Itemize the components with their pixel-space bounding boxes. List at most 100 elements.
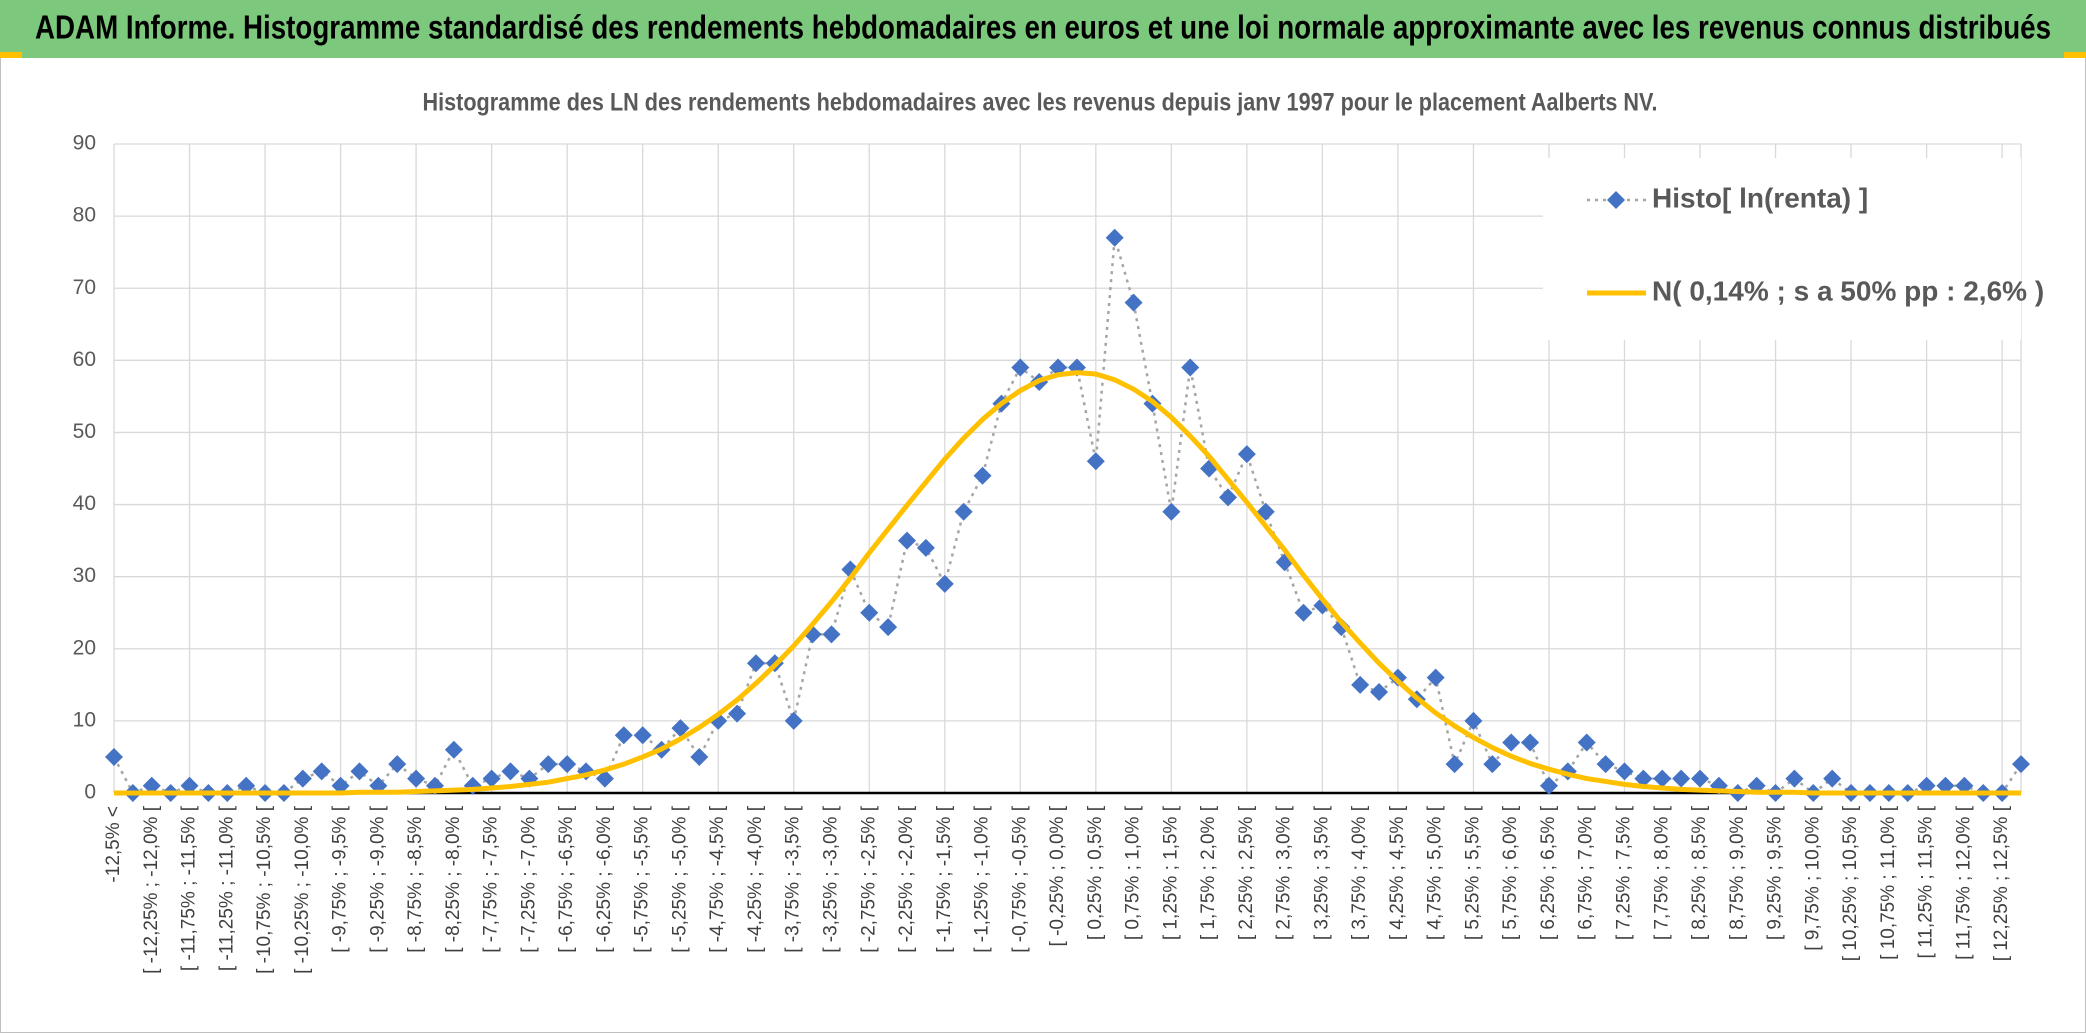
data-point xyxy=(1445,755,1464,774)
data-point xyxy=(444,740,463,759)
data-point xyxy=(633,726,652,745)
y-tick-label: 20 xyxy=(73,636,96,659)
x-tick-label: [ 5,75% ; 6,0% [ xyxy=(1500,805,1521,940)
x-tick-label: [ -12,25% ; -12,0% [ xyxy=(141,805,162,974)
data-point xyxy=(973,466,992,485)
x-tick-label: [ -11,75% ; -11,5% [ xyxy=(179,805,200,971)
x-tick-label: [ -8,75% ; -8,5% [ xyxy=(405,805,426,953)
data-point xyxy=(1502,733,1521,752)
data-point xyxy=(1105,228,1124,247)
x-tick-label: [ -5,75% ; -5,5% [ xyxy=(632,805,653,953)
data-point xyxy=(1162,502,1181,521)
data-point xyxy=(180,776,199,795)
data-point xyxy=(935,574,954,593)
data-point xyxy=(954,502,973,521)
x-tick-label: [ 5,25% ; 5,5% [ xyxy=(1462,805,1483,940)
x-tick-label: [ -6,75% ; -6,5% [ xyxy=(556,805,577,953)
x-tick-label: [ 11,75% ; 12,0% [ xyxy=(1953,805,1974,960)
chart-subtitle: Histogramme des LN des rendements hebdom… xyxy=(423,89,1658,117)
y-tick-label: 10 xyxy=(73,708,96,731)
x-tick-label: [ -8,25% ; -8,0% [ xyxy=(443,805,464,953)
x-tick-label: [ 1,25% ; 1,5% [ xyxy=(1160,805,1181,940)
legend-label: Histo[ ln(renta) ] xyxy=(1652,182,1868,213)
data-point xyxy=(1539,776,1558,795)
data-point xyxy=(671,719,690,738)
data-point xyxy=(1917,776,1936,795)
data-point xyxy=(860,603,879,622)
data-point xyxy=(1521,733,1540,752)
x-tick-label: [ 8,25% ; 8,5% [ xyxy=(1689,805,1710,940)
y-tick-label: 80 xyxy=(73,204,96,227)
y-tick-label: 30 xyxy=(73,564,96,587)
legend-box xyxy=(1543,158,2021,340)
data-point xyxy=(1124,293,1143,312)
x-tick-label: [ -3,75% ; -3,5% [ xyxy=(783,805,804,953)
x-tick-label: [ 8,75% ; 9,0% [ xyxy=(1727,805,1748,940)
data-point xyxy=(1634,769,1653,788)
x-tick-label: -12,5% < xyxy=(103,806,124,883)
x-tick-label: [ -7,25% ; -7,0% [ xyxy=(518,805,539,953)
data-point xyxy=(1256,502,1275,521)
x-tick-label: [ 4,75% ; 5,0% [ xyxy=(1425,805,1446,940)
y-tick-label: 40 xyxy=(73,492,96,515)
data-point xyxy=(1181,358,1200,377)
data-point xyxy=(1332,618,1351,637)
legend-label: N( 0,14% ; s a 50% pp : 2,6% ) xyxy=(1652,275,2044,306)
x-tick-label: [ 9,25% ; 9,5% [ xyxy=(1765,805,1786,940)
x-tick-label: [ -1,25% ; -1,0% [ xyxy=(972,805,993,953)
data-point xyxy=(1086,452,1105,471)
data-point xyxy=(746,654,765,673)
x-tick-label: [ 2,25% ; 2,5% [ xyxy=(1236,805,1257,940)
legend: Histo[ ln(renta) ] N( 0,14% ; s a 50% pp … xyxy=(1543,158,2044,340)
data-point xyxy=(1370,683,1389,702)
x-tick-label: [ -10,75% ; -10,5% [ xyxy=(254,805,275,974)
data-point xyxy=(1218,488,1237,507)
data-point xyxy=(1653,769,1672,788)
data-point xyxy=(1672,769,1691,788)
data-point xyxy=(482,769,501,788)
data-point xyxy=(898,531,917,550)
data-point xyxy=(558,755,577,774)
x-tick-label: [ 3,75% ; 4,0% [ xyxy=(1349,805,1370,940)
data-point xyxy=(1615,762,1634,781)
x-tick-label: [ 6,75% ; 7,0% [ xyxy=(1576,805,1597,940)
data-point xyxy=(1691,769,1710,788)
legend-marker xyxy=(1607,191,1625,209)
x-tick-label: [ 11,25% ; 11,5% [ xyxy=(1916,805,1937,958)
data-point xyxy=(1011,358,1030,377)
data-point xyxy=(312,762,331,781)
data-point xyxy=(142,776,161,795)
grid: 0 10 20 30 40 50 60 70 80 90 -12,5% < [ -12,25% ; -… xyxy=(73,132,2022,974)
banner-accent xyxy=(0,52,22,58)
data-point xyxy=(1237,445,1256,464)
x-tick-label: [ 0,75% ; 1,0% [ xyxy=(1123,805,1144,940)
data-point xyxy=(1936,776,1955,795)
x-tick-label: [ 6,25% ; 6,5% [ xyxy=(1538,805,1559,940)
x-tick-label: [ -9,25% ; -9,0% [ xyxy=(367,805,388,953)
y-tick-label: 60 xyxy=(73,348,96,371)
data-point xyxy=(2012,755,2030,774)
x-tick-label: [ -2,75% ; -2,5% [ xyxy=(858,805,879,953)
data-point xyxy=(1483,755,1502,774)
x-tick-label: [ 7,25% ; 7,5% [ xyxy=(1614,805,1635,940)
x-tick-label: [ -1,75% ; -1,5% [ xyxy=(934,805,955,953)
data-point xyxy=(1596,755,1615,774)
series-line xyxy=(114,370,2021,796)
data-point xyxy=(237,776,256,795)
data-point xyxy=(539,755,558,774)
x-tick-label: [ -9,75% ; -9,5% [ xyxy=(330,805,351,953)
y-tick-label: 90 xyxy=(73,132,96,155)
data-point xyxy=(1577,733,1596,752)
data-point xyxy=(1785,769,1804,788)
data-point xyxy=(1464,711,1483,730)
chart-title: ADAM Informe. Histogramme standardisé de… xyxy=(35,9,2051,46)
x-tick-label: [ -10,25% ; -10,0% [ xyxy=(292,805,313,974)
x-tick-label: [ -6,25% ; -6,0% [ xyxy=(594,805,615,953)
x-tick-label: [ 1,75% ; 2,0% [ xyxy=(1198,805,1219,940)
data-point xyxy=(501,762,520,781)
data-point xyxy=(690,747,709,766)
x-tick-label: [ 10,75% ; 11,0% [ xyxy=(1878,805,1899,960)
plot xyxy=(105,228,2030,802)
x-tick-label: [ -2,25% ; -2,0% [ xyxy=(896,805,917,953)
